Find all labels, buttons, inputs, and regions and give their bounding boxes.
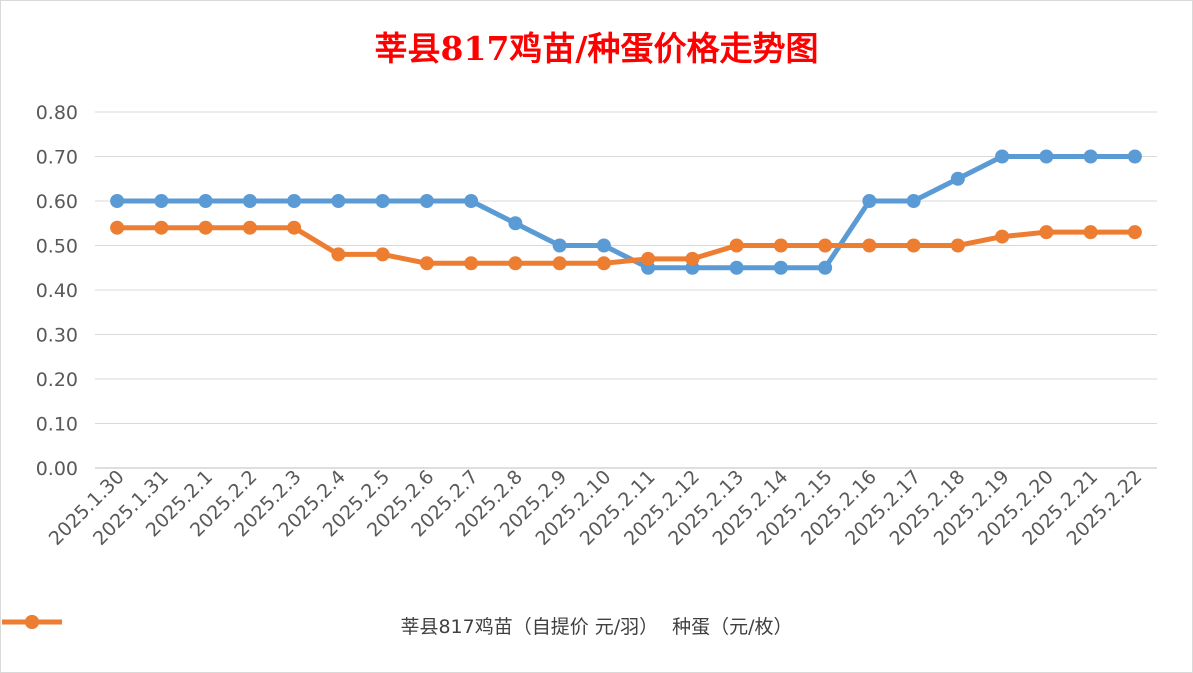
data-point-eggs — [950, 238, 965, 253]
legend-swatch-eggs — [2, 615, 62, 629]
data-point-eggs — [242, 220, 257, 235]
y-tick-label: 0.30 — [36, 325, 78, 347]
y-tick-label: 0.50 — [36, 236, 78, 258]
y-tick-label: 0.70 — [36, 147, 78, 169]
data-point-chicks — [375, 194, 390, 208]
data-point-chicks — [1127, 149, 1142, 164]
data-point-chicks — [287, 194, 302, 208]
data-point-eggs — [729, 238, 744, 253]
data-point-chicks — [552, 238, 567, 253]
data-point-chicks — [242, 194, 257, 208]
data-point-chicks — [464, 194, 479, 208]
data-point-eggs — [685, 251, 700, 266]
data-point-eggs — [1127, 225, 1142, 240]
data-point-chicks — [508, 216, 523, 231]
data-point-eggs — [641, 251, 656, 266]
data-point-chicks — [950, 171, 965, 186]
data-point-eggs — [995, 229, 1010, 244]
data-point-eggs — [906, 238, 921, 253]
data-point-chicks — [818, 260, 833, 275]
data-point-eggs — [287, 220, 302, 235]
data-point-eggs — [419, 256, 434, 271]
chart-legend: 莘县817鸡苗（自提价 元/羽） 种蛋（元/枚） — [0, 612, 1193, 639]
data-point-eggs — [331, 247, 346, 262]
data-point-eggs — [110, 220, 125, 235]
legend-label-chicks: 莘县817鸡苗（自提价 元/羽） — [400, 616, 659, 638]
data-point-eggs — [154, 220, 169, 235]
series-line-chicks — [114, 154, 1138, 271]
y-tick-label: 0.60 — [36, 191, 78, 213]
data-point-eggs — [464, 256, 479, 271]
data-point-eggs — [862, 238, 877, 253]
data-point-chicks — [198, 194, 213, 208]
data-point-chicks — [419, 194, 434, 208]
y-tick-label: 0.20 — [36, 369, 78, 391]
data-point-chicks — [1083, 149, 1098, 164]
data-point-chicks — [596, 238, 611, 253]
data-point-chicks — [995, 149, 1010, 164]
series-line-eggs — [114, 225, 1138, 266]
data-point-eggs — [773, 238, 788, 253]
y-tick-label: 0.80 — [36, 102, 78, 124]
y-tick-label: 0.10 — [36, 414, 78, 436]
data-point-eggs — [552, 256, 567, 271]
data-point-eggs — [818, 238, 833, 253]
data-point-eggs — [375, 247, 390, 262]
chart-title: 莘县817鸡苗/种蛋价格走势图 — [374, 29, 819, 68]
data-point-chicks — [862, 194, 877, 208]
data-point-chicks — [1039, 149, 1054, 164]
data-point-chicks — [110, 194, 125, 208]
legend-item-chicks: 莘县817鸡苗（自提价 元/羽） — [2, 612, 659, 639]
data-point-eggs — [198, 220, 213, 235]
data-point-eggs — [1039, 225, 1054, 240]
data-point-chicks — [773, 260, 788, 275]
data-point-chicks — [729, 260, 744, 275]
data-point-chicks — [331, 194, 346, 208]
y-tick-label: 0.40 — [36, 280, 78, 302]
data-point-chicks — [154, 194, 169, 208]
data-point-chicks — [906, 194, 921, 208]
data-point-eggs — [508, 256, 523, 271]
legend-label-eggs: 种蛋（元/枚） — [672, 616, 793, 638]
y-tick-label: 0.00 — [36, 458, 78, 480]
data-point-eggs — [596, 256, 611, 271]
data-point-eggs — [1083, 225, 1098, 240]
legend-item-eggs: 种蛋（元/枚） — [2, 612, 793, 639]
